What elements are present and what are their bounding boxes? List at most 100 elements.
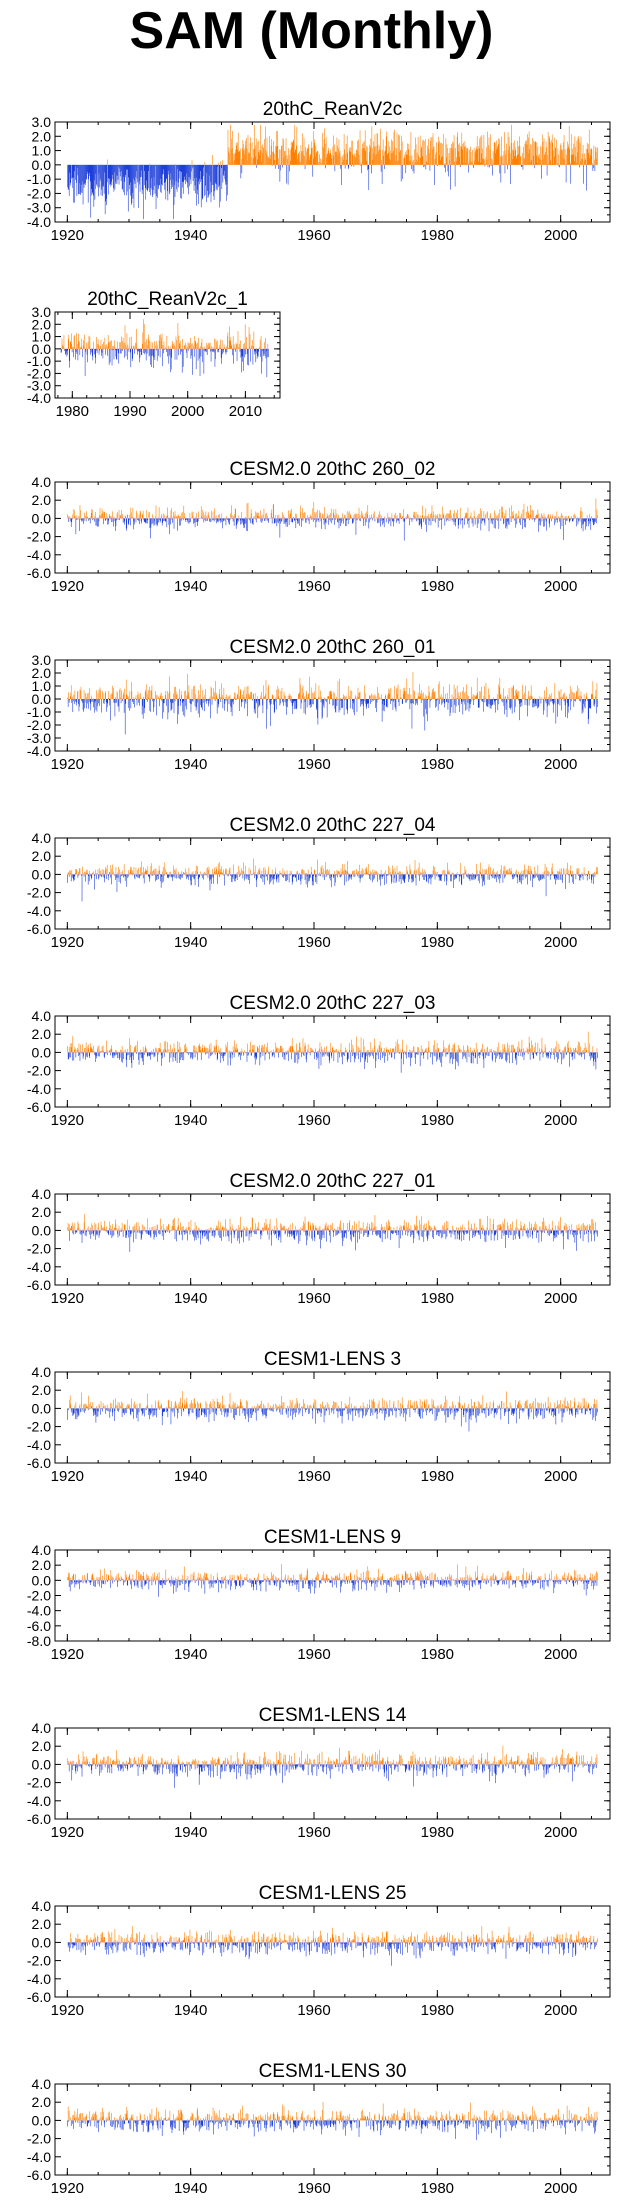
bar xyxy=(425,871,426,875)
bar xyxy=(421,873,422,875)
bar xyxy=(205,699,207,702)
bar xyxy=(542,872,544,875)
bar xyxy=(392,865,393,875)
bar xyxy=(152,164,154,196)
bar xyxy=(497,874,499,877)
bar xyxy=(325,861,326,875)
x-tick-label: 2010 xyxy=(229,403,262,420)
bar xyxy=(460,874,462,885)
bar xyxy=(375,871,376,875)
chart-title: 20thC_ReanV2c xyxy=(263,99,402,120)
bar xyxy=(254,145,256,165)
bar xyxy=(224,699,226,704)
bar xyxy=(170,874,172,877)
bar xyxy=(434,158,436,165)
bar xyxy=(456,872,458,875)
bar xyxy=(287,518,288,527)
bar xyxy=(337,145,338,165)
bar xyxy=(421,147,422,165)
bar xyxy=(548,699,550,706)
bar xyxy=(376,871,377,875)
bar xyxy=(495,872,497,875)
bar xyxy=(208,512,209,519)
bar xyxy=(251,346,253,349)
bar xyxy=(360,874,361,879)
bar xyxy=(303,873,304,875)
bar xyxy=(109,518,111,520)
bar xyxy=(543,874,544,878)
bar xyxy=(257,699,259,718)
bar xyxy=(201,874,203,879)
bar xyxy=(415,516,416,519)
bar xyxy=(562,157,564,165)
bar xyxy=(174,348,176,360)
bar xyxy=(591,694,593,699)
bar xyxy=(104,699,105,701)
bar xyxy=(175,516,177,519)
bar xyxy=(227,518,228,520)
bar xyxy=(216,164,218,191)
bar xyxy=(555,147,557,165)
bar xyxy=(142,510,144,519)
bar xyxy=(410,699,411,704)
bar xyxy=(244,154,245,165)
bar xyxy=(188,164,189,195)
bar xyxy=(501,865,502,875)
bar xyxy=(155,345,156,349)
bar xyxy=(416,152,418,165)
bar xyxy=(318,162,319,165)
bar xyxy=(521,513,522,519)
bar xyxy=(376,699,378,703)
bar xyxy=(499,164,501,174)
bar xyxy=(250,509,252,519)
bar xyxy=(259,868,261,875)
bar xyxy=(349,696,351,699)
bar xyxy=(328,869,330,875)
bar xyxy=(288,518,290,526)
bar xyxy=(385,136,387,165)
bar xyxy=(156,164,157,197)
bar xyxy=(294,699,296,702)
bar xyxy=(200,506,202,519)
bar xyxy=(301,518,303,521)
bar xyxy=(150,699,151,712)
bar xyxy=(152,697,154,699)
bar xyxy=(314,697,316,699)
bar xyxy=(190,164,192,185)
bar xyxy=(589,518,591,522)
bar xyxy=(437,518,439,528)
bar xyxy=(338,699,340,713)
bar xyxy=(205,348,207,353)
bar xyxy=(206,348,208,355)
bar xyxy=(353,699,354,704)
bar xyxy=(317,873,319,875)
bar xyxy=(131,867,132,875)
bar xyxy=(124,518,125,525)
bar xyxy=(240,148,241,165)
bar xyxy=(444,164,445,168)
bar xyxy=(231,344,233,349)
bar xyxy=(322,146,324,165)
bar xyxy=(116,348,118,360)
bar xyxy=(310,518,312,520)
bar xyxy=(101,868,103,875)
bar xyxy=(229,518,230,525)
bar xyxy=(481,874,482,877)
bar xyxy=(210,164,212,203)
bar xyxy=(351,874,353,877)
bar xyxy=(68,164,69,189)
bar xyxy=(152,699,153,702)
bar xyxy=(313,693,315,699)
bar xyxy=(405,690,407,699)
bar xyxy=(234,514,235,519)
bar xyxy=(227,699,228,712)
bar xyxy=(252,340,253,349)
bar xyxy=(455,688,456,699)
bar xyxy=(119,348,121,354)
chart-panel: CESM2.0 20thC 260_024.02.00.0-2.0-4.0-6.… xyxy=(27,459,611,595)
bar xyxy=(493,697,494,699)
bar xyxy=(97,699,98,707)
bar xyxy=(474,152,476,165)
bar xyxy=(283,874,285,877)
bar xyxy=(576,518,577,527)
